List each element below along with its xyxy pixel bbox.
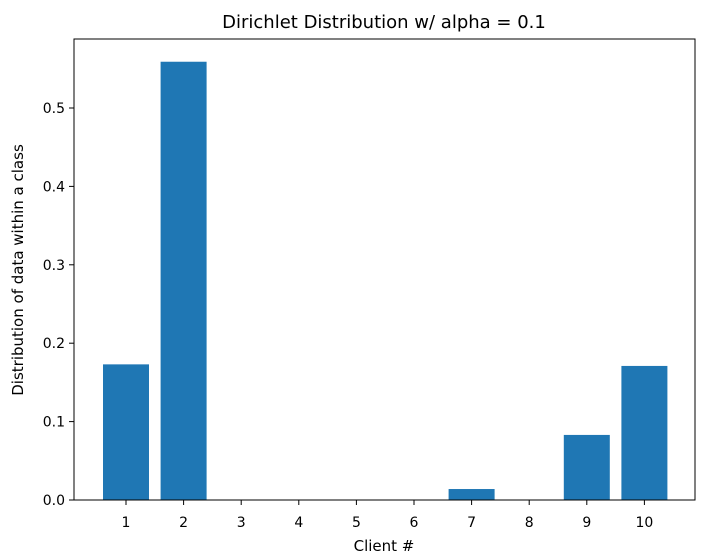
x-tick-label: 5 <box>352 515 361 531</box>
bar-client-2 <box>160 61 207 501</box>
x-tick-label: 7 <box>467 515 476 531</box>
x-axis: 1 2 3 4 5 6 7 8 9 10 <box>122 500 653 531</box>
y-tick-label: 0.2 <box>43 336 65 352</box>
x-tick-label: 10 <box>635 515 653 531</box>
bar-client-10 <box>621 365 668 500</box>
chart-title: Dirichlet Distribution w/ alpha = 0.1 <box>222 12 546 33</box>
bars-group <box>103 61 668 501</box>
x-tick-label: 3 <box>237 515 246 531</box>
plot-frame <box>73 38 696 501</box>
y-tick-label: 0.3 <box>43 258 65 274</box>
x-tick-label: 6 <box>410 515 419 531</box>
x-tick-label: 4 <box>294 515 303 531</box>
x-axis-label: Client # <box>354 537 415 555</box>
bar-client-7 <box>448 489 495 500</box>
x-tick-label: 9 <box>582 515 591 531</box>
x-tick-label: 8 <box>525 515 534 531</box>
y-tick-label: 0.5 <box>43 101 65 117</box>
x-tick-label: 2 <box>179 515 188 531</box>
x-tick-label: 1 <box>122 515 131 531</box>
y-tick-label: 0.0 <box>43 493 65 509</box>
y-axis: 0.0 0.1 0.2 0.3 0.4 0.5 <box>43 101 74 509</box>
y-axis-label: Distribution of data within a class <box>9 144 27 396</box>
bar-client-9 <box>563 434 610 500</box>
bar-client-1 <box>103 364 149 500</box>
y-tick-label: 0.4 <box>43 179 65 195</box>
y-tick-label: 0.1 <box>43 415 65 431</box>
